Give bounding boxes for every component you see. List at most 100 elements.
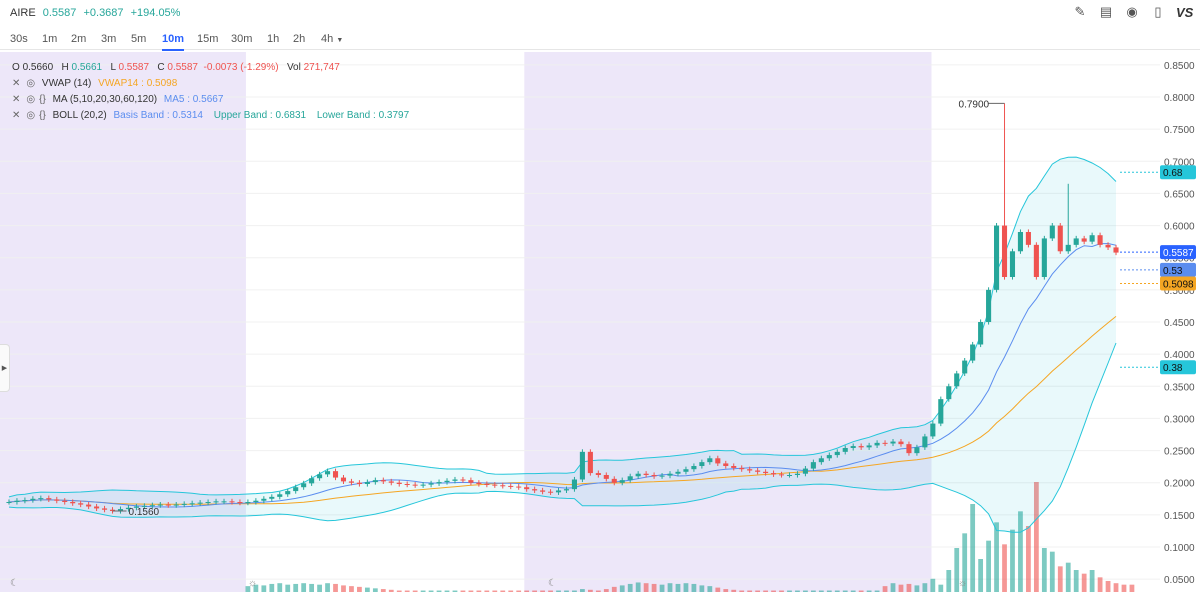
candle-body xyxy=(1049,225,1055,239)
candle-body xyxy=(619,480,625,483)
volume-bar xyxy=(954,548,960,592)
settings-braces-icon[interactable]: {} xyxy=(39,110,46,121)
candle-body xyxy=(14,500,20,502)
candle xyxy=(436,479,442,486)
candle-body xyxy=(818,458,824,463)
candle xyxy=(778,471,785,478)
candle-body xyxy=(699,462,705,466)
boll-name: BOLL (20,2) xyxy=(52,110,107,121)
candles-icon[interactable]: ▯ xyxy=(1154,4,1162,19)
candle xyxy=(723,460,729,469)
volume-bar xyxy=(508,590,514,592)
interval-30s[interactable]: 30s xyxy=(10,33,28,45)
interval-5m[interactable]: 5m xyxy=(131,33,147,45)
chart-canvas[interactable]: 0.8500 0.8000 0.7500 0.7000 0.6500 0.6000 0.55… xyxy=(0,52,1200,592)
interval-1h[interactable]: 1h xyxy=(267,33,280,45)
volume-bar xyxy=(556,590,561,592)
candle-body xyxy=(810,462,816,469)
interval-3m[interactable]: 3m xyxy=(101,33,117,45)
interval-10m[interactable]: 10m xyxy=(162,33,185,51)
ma-line xyxy=(8,242,1117,508)
price-tag-box xyxy=(1160,165,1196,180)
candle-body xyxy=(1073,238,1079,245)
candle xyxy=(914,444,920,456)
candle xyxy=(245,499,251,506)
candle-body xyxy=(802,468,808,474)
eye-icon[interactable]: ◎ xyxy=(26,94,36,105)
interval-15m[interactable]: 15m xyxy=(197,33,219,45)
pencil-icon[interactable]: ✎ xyxy=(1074,4,1086,19)
candle-body xyxy=(237,502,243,503)
candle-body xyxy=(747,469,753,471)
sidebar-toggle[interactable]: ▶ xyxy=(0,344,10,392)
eye-icon[interactable]: ◎ xyxy=(26,78,36,89)
candle-body xyxy=(906,444,912,454)
high-label: H xyxy=(61,62,69,73)
candle xyxy=(643,471,649,478)
candle xyxy=(563,486,570,493)
candle-body xyxy=(1065,244,1071,252)
candle xyxy=(197,500,203,506)
price-scale-label: 0.3500 xyxy=(1164,382,1195,393)
candle xyxy=(571,476,577,492)
remove-vwap-icon[interactable]: ✕ xyxy=(12,78,21,89)
candle-body xyxy=(420,484,426,486)
candle-body xyxy=(1017,232,1023,252)
candle xyxy=(691,463,697,472)
candle-body xyxy=(317,474,323,479)
volume-bar xyxy=(285,584,291,592)
remove-ma-icon[interactable]: ✕ xyxy=(12,94,21,105)
volume-bar xyxy=(667,583,673,592)
price-scale-label: 0.8000 xyxy=(1164,93,1195,104)
candle xyxy=(874,440,880,448)
settings-braces-icon[interactable]: {} xyxy=(39,94,46,105)
candle xyxy=(221,498,227,504)
candle xyxy=(707,455,713,465)
interval-2h[interactable]: 2h xyxy=(293,33,306,45)
compare-vs-icon[interactable]: VS xyxy=(1176,4,1194,20)
candle xyxy=(962,358,968,376)
candle-body xyxy=(516,486,522,488)
chart-icon[interactable]: ▤ xyxy=(1099,4,1113,19)
volume-bar xyxy=(333,583,338,592)
candle-body xyxy=(412,484,418,486)
interval-4h[interactable]: 4h ▼ xyxy=(321,33,343,45)
candle xyxy=(548,489,554,495)
candle-body xyxy=(364,482,370,484)
low-marker-text: 0.1560 xyxy=(129,507,160,518)
candle xyxy=(1057,223,1063,254)
candle-body xyxy=(428,483,434,485)
candle xyxy=(611,476,617,486)
volume-bar xyxy=(1105,581,1111,592)
candle xyxy=(994,223,1000,293)
candle-body xyxy=(492,484,498,486)
candle xyxy=(595,470,601,478)
interval-30m[interactable]: 30m xyxy=(231,33,253,45)
symbol-name[interactable]: AIRE xyxy=(10,7,36,19)
candle xyxy=(786,472,793,478)
remove-boll-icon[interactable]: ✕ xyxy=(12,110,21,121)
candle xyxy=(340,475,347,484)
candle xyxy=(818,455,824,465)
price-chart[interactable]: 0.8500 0.8000 0.7500 0.7000 0.6500 0.6000 0.55… xyxy=(0,52,1200,592)
candle xyxy=(794,471,800,478)
candle-body xyxy=(340,477,347,482)
volume-bar xyxy=(404,590,410,592)
high-value: 0.5661 xyxy=(71,62,103,73)
volume-bar xyxy=(619,585,625,592)
candle-body xyxy=(261,498,267,501)
candle-body xyxy=(22,500,28,502)
interval-1m[interactable]: 1m xyxy=(42,33,58,45)
volume-bar xyxy=(372,588,378,592)
candle-body xyxy=(524,487,530,490)
candle-body xyxy=(778,474,785,476)
candle xyxy=(372,477,378,485)
volume-bar xyxy=(635,582,641,592)
interval-2m[interactable]: 2m xyxy=(71,33,87,45)
volume-bar xyxy=(500,590,506,592)
candle xyxy=(699,459,705,469)
eye-icon[interactable]: ◎ xyxy=(26,110,36,121)
idea-bulb-icon[interactable]: ◉ xyxy=(1126,4,1138,19)
candle xyxy=(388,478,394,486)
candle-body xyxy=(484,484,490,485)
